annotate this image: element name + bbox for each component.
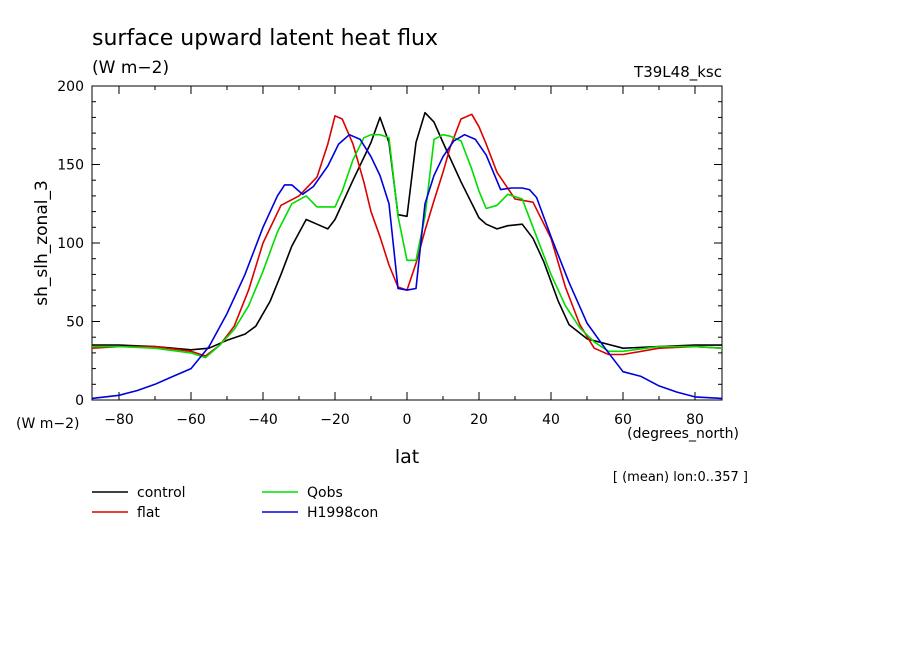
x-tick-label: −20	[320, 412, 350, 428]
x-tick-label: 60	[614, 412, 632, 428]
experiment-label: T39L48_ksc	[633, 63, 722, 82]
legend-label-h1998con: H1998con	[307, 505, 378, 521]
axis-ticks	[92, 85, 722, 401]
chart-units: (W m−2)	[92, 58, 169, 78]
x-tick-label: −60	[176, 412, 206, 428]
y-tick-label: 0	[75, 393, 84, 409]
series-lines	[91, 111, 723, 400]
y-axis-label: sh_slh_zonal_3	[32, 180, 52, 306]
series-line-flat	[91, 113, 723, 357]
series-line-qobs	[92, 133, 723, 359]
x-tick-label: 20	[470, 412, 488, 428]
x-axis-label: lat	[395, 446, 419, 468]
series-line-control	[92, 111, 722, 351]
y-tick-label: 150	[57, 158, 84, 174]
x-axis-units: (degrees_north)	[627, 426, 739, 442]
legend-label-qobs: Qobs	[307, 485, 343, 501]
series-line-h1998con	[91, 133, 723, 400]
y-tick-label: 50	[66, 315, 84, 331]
x-tick-label: −40	[248, 412, 278, 428]
averaging-note: [ (mean) lon:0..357 ]	[613, 470, 748, 485]
y-tick-label: 200	[57, 79, 84, 95]
legend: control flat Qobs H1998con	[92, 485, 378, 521]
x-tick-label: 40	[542, 412, 560, 428]
x-tick-label: −80	[104, 412, 134, 428]
y-tick-label: 100	[57, 236, 84, 252]
x-tick-label: 80	[686, 412, 704, 428]
legend-label-flat: flat	[137, 505, 160, 521]
y-axis-units: (W m−2)	[16, 416, 80, 432]
legend-label-control: control	[137, 485, 186, 501]
chart-title: surface upward latent heat flux	[92, 26, 438, 51]
x-tick-label: 0	[403, 412, 412, 428]
tick-labels: −80 −60 −40 −20 0 20 40 60 80 0 50 100 150 200	[57, 79, 704, 428]
